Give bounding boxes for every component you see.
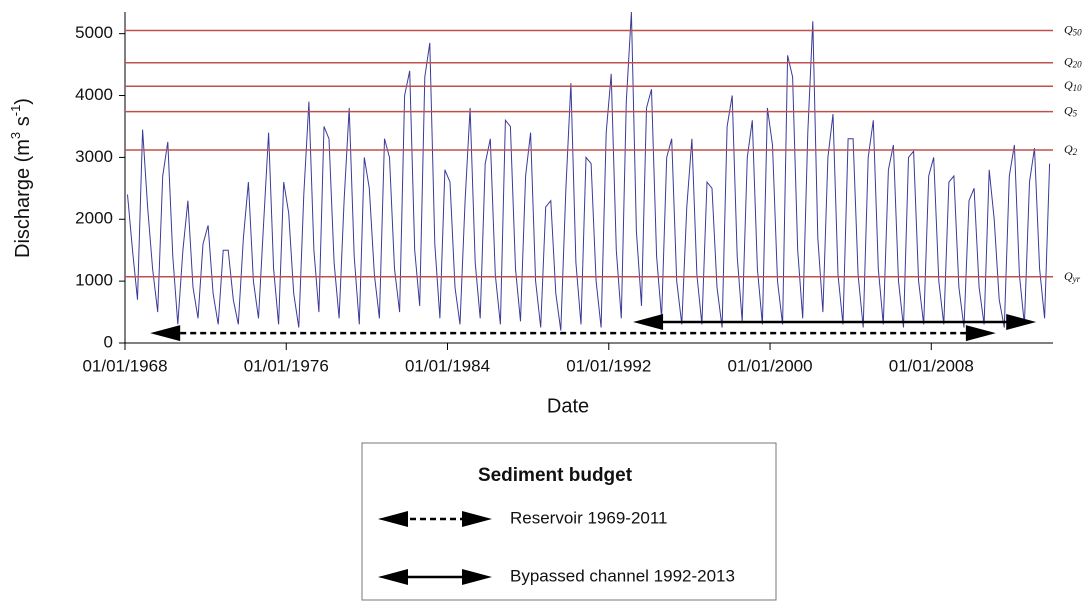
legend-arrowhead <box>462 511 492 527</box>
reference-label: Q5 <box>1064 103 1078 118</box>
legend-title: Sediment budget <box>478 465 633 486</box>
reference-label-text: Qyr <box>1064 269 1081 284</box>
arrowhead <box>633 313 664 330</box>
x-tick-label: 01/01/1984 <box>405 356 490 375</box>
reference-symbol: Q <box>1064 54 1073 68</box>
x-tick-label: 01/01/1992 <box>566 356 651 375</box>
y-tick-label: 0 <box>104 332 113 351</box>
reference-subscript: yr <box>1072 274 1081 284</box>
y-label-sup: -1 <box>8 105 23 117</box>
reference-label: Q50 <box>1064 22 1082 37</box>
reference-label: Q20 <box>1064 54 1082 69</box>
y-tick-label: 5000 <box>75 23 113 42</box>
legend-item: Bypassed channel 1992-2013 <box>378 566 735 585</box>
y-tick-label: 4000 <box>75 85 113 104</box>
x-tick-label: 01/01/2000 <box>727 356 812 375</box>
reference-label-text: Q5 <box>1064 103 1078 118</box>
y-label-part: s <box>12 116 34 132</box>
y-tick-label: 1000 <box>75 271 113 290</box>
arrowhead <box>1006 313 1037 330</box>
reference-subscript: 2 <box>1073 147 1078 157</box>
reference-label-text: Q2 <box>1064 142 1078 157</box>
x-tick-label: 01/01/2008 <box>889 356 974 375</box>
arrowhead <box>150 325 181 342</box>
arrowhead <box>965 325 996 342</box>
x-axis-label: Date <box>547 395 589 417</box>
reference-subscript: 10 <box>1073 83 1083 93</box>
legend-label: Reservoir 1969-2011 <box>510 508 668 527</box>
legend-box <box>361 442 777 601</box>
reference-label: Q2 <box>1064 142 1078 157</box>
legend-item: Reservoir 1969-2011 <box>378 508 668 527</box>
x-tick-label: 01/01/1968 <box>82 356 167 375</box>
reference-symbol: Q <box>1064 78 1073 92</box>
legend-arrowhead <box>378 569 408 585</box>
legend-arrowhead <box>378 511 408 527</box>
reference-label: Q10 <box>1064 78 1082 93</box>
reference-symbol: Q <box>1064 22 1073 36</box>
y-tick-label: 3000 <box>75 147 113 166</box>
x-tick-label: 01/01/1976 <box>244 356 329 375</box>
y-label-part: ) <box>12 98 34 105</box>
reference-label-text: Q10 <box>1064 78 1082 93</box>
y-tick-label: 2000 <box>75 209 113 228</box>
reference-subscript: 50 <box>1073 28 1083 38</box>
y-label-sup: 3 <box>8 132 23 139</box>
reference-symbol: Q <box>1064 103 1073 117</box>
legend-arrowhead <box>462 569 492 585</box>
y-label-part: Discharge (m <box>12 139 34 258</box>
legend-label: Bypassed channel 1992-2013 <box>510 566 735 585</box>
reference-subscript: 5 <box>1073 109 1078 119</box>
y-axis-label: Discharge (m3 s-1) <box>8 98 34 258</box>
reference-symbol: Q <box>1064 142 1073 156</box>
reference-label: Qyr <box>1064 269 1081 284</box>
reference-label-text: Q50 <box>1064 22 1082 37</box>
discharge-line <box>127 11 1051 331</box>
reference-label-text: Q20 <box>1064 54 1082 69</box>
reference-subscript: 20 <box>1073 60 1083 70</box>
reference-symbol: Q <box>1064 269 1073 283</box>
